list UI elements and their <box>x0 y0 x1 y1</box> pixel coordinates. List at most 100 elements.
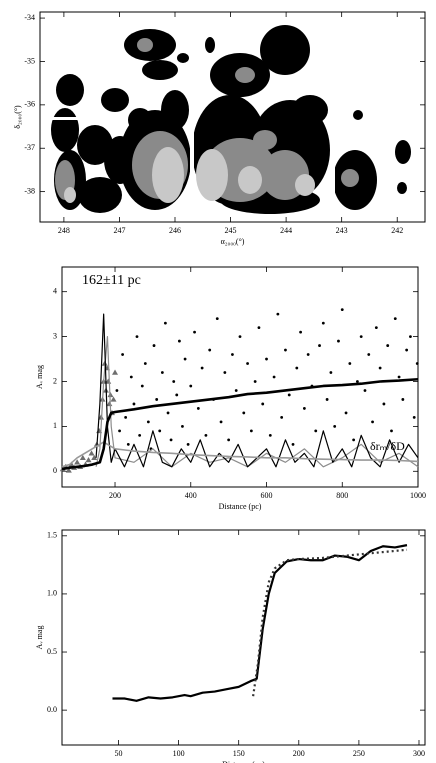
data-point <box>146 420 150 424</box>
data-point <box>337 339 340 343</box>
data-point <box>200 366 204 370</box>
x-tick-label: 100 <box>173 749 185 758</box>
data-point <box>181 424 184 428</box>
data-point <box>306 353 310 356</box>
x-axis-label: α₂₀₀₀(°) <box>221 237 245 246</box>
data-point <box>340 308 344 312</box>
y-tick-label: 1 <box>53 421 57 430</box>
y-tick-label: 0 <box>53 466 57 475</box>
data-point <box>374 326 378 330</box>
x-tick-label: 400 <box>185 491 197 500</box>
x-tick-label: 1000 <box>410 491 426 500</box>
data-point <box>314 429 318 433</box>
data-point <box>284 348 287 352</box>
data-point <box>344 411 348 415</box>
x-tick-label: 800 <box>336 491 348 500</box>
data-point <box>234 389 238 392</box>
y-tick-label: 2 <box>53 376 57 385</box>
data-point <box>253 380 257 383</box>
data-point <box>115 389 119 392</box>
data-point <box>397 375 401 379</box>
x-tick-label: 248 <box>58 226 70 235</box>
data-point <box>276 312 280 316</box>
y-tick-label: -37 <box>24 143 35 152</box>
data-point <box>208 348 212 352</box>
data-point <box>291 442 295 446</box>
data-point <box>382 402 386 406</box>
x-tick-label: 246 <box>169 226 181 235</box>
x-tick-label: 150 <box>233 749 245 758</box>
data-point <box>378 366 382 370</box>
y-tick-label: -36 <box>24 100 35 109</box>
x-tick-label: 243 <box>336 226 348 235</box>
data-point <box>178 339 181 343</box>
data-point <box>143 362 147 365</box>
extinction-map <box>51 25 411 220</box>
data-point <box>268 433 272 437</box>
data-point <box>231 353 234 356</box>
data-point <box>155 398 159 401</box>
data-point <box>219 420 223 424</box>
data-point <box>138 433 142 437</box>
data-point <box>249 429 253 433</box>
x-tick-label: 244 <box>280 226 292 235</box>
y-axis-label: δ₂₀₀₀(°) <box>13 105 22 129</box>
data-point <box>325 398 329 401</box>
data-point <box>140 384 144 388</box>
data-point <box>160 371 164 374</box>
data-point <box>393 317 397 321</box>
y-tick-label: 0.0 <box>47 705 57 714</box>
data-point <box>409 335 412 338</box>
data-line <box>112 544 408 702</box>
data-point <box>238 335 242 338</box>
data-point <box>193 330 196 334</box>
y-tick-label: 4 <box>53 287 57 296</box>
data-point <box>412 416 416 419</box>
data-point <box>287 393 291 397</box>
y-tick-label: 1.0 <box>47 589 57 598</box>
data-point <box>367 353 371 356</box>
data-point <box>272 375 276 379</box>
x-tick-label: 300 <box>413 749 425 758</box>
data-point <box>124 416 128 419</box>
data-point <box>112 369 119 375</box>
data-point <box>189 384 193 388</box>
data-point <box>265 357 268 361</box>
data-line <box>252 548 408 697</box>
data-point <box>183 357 187 361</box>
x-tick-label: 250 <box>353 749 365 758</box>
x-tick-label: 245 <box>225 226 237 235</box>
data-point <box>79 454 86 461</box>
data-point <box>126 442 130 446</box>
data-point <box>246 362 249 365</box>
x-tick-label: 247 <box>113 226 125 235</box>
y-tick-label: 1.5 <box>47 531 57 540</box>
data-point <box>352 438 356 442</box>
data-point <box>132 402 136 406</box>
data-point <box>295 366 299 370</box>
data-point <box>318 344 321 347</box>
y-tick-label: -35 <box>24 56 35 65</box>
data-point <box>169 438 173 442</box>
data-point <box>152 344 156 347</box>
data-point <box>280 416 284 419</box>
data-line <box>61 377 419 471</box>
data-point <box>386 344 390 347</box>
data-point <box>196 407 200 410</box>
data-point <box>215 317 219 321</box>
x-tick-label: 200 <box>293 749 305 758</box>
y-tick-label: 0.5 <box>47 647 57 656</box>
data-point <box>390 429 393 433</box>
data-point <box>348 362 352 365</box>
data-point <box>204 433 208 437</box>
data-point <box>242 411 246 415</box>
data-point <box>405 348 409 352</box>
data-point <box>333 424 337 428</box>
plot-frame <box>61 266 419 488</box>
y-axis-label: Aᵥ mag <box>35 626 44 650</box>
x-tick-label: 600 <box>261 491 273 500</box>
data-point <box>172 380 176 383</box>
data-point <box>121 353 124 356</box>
